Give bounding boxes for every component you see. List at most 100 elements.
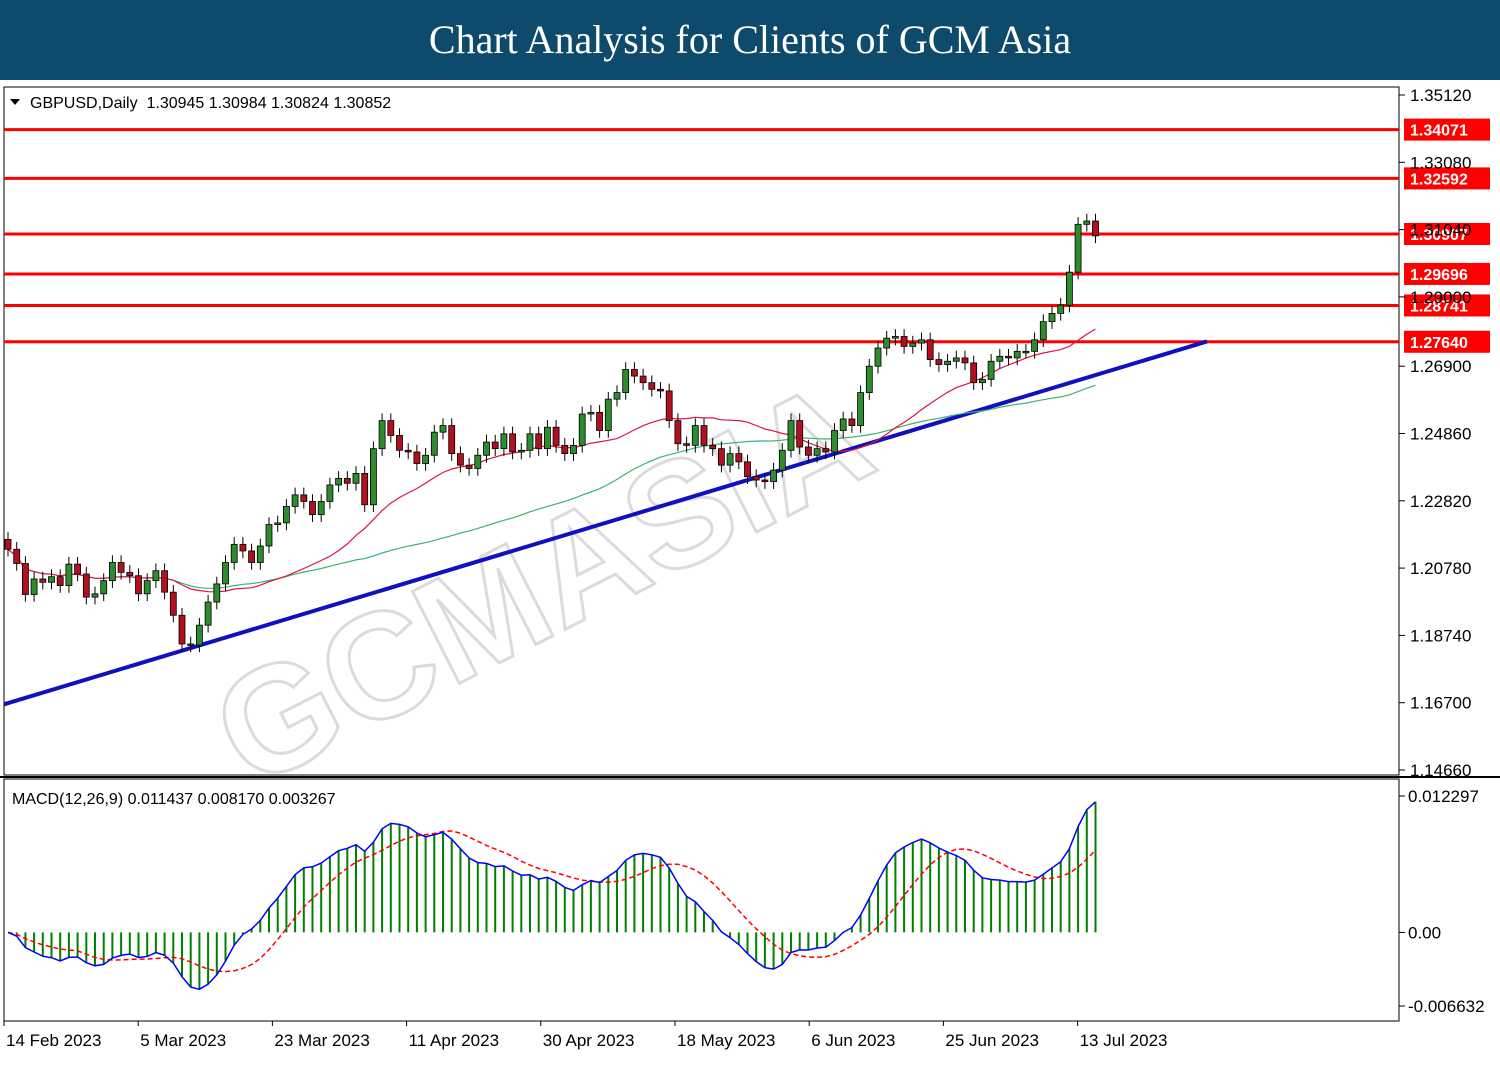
bull-candle xyxy=(517,449,525,453)
bear-candle xyxy=(700,425,708,446)
bear-candle xyxy=(361,473,369,506)
bull-candle xyxy=(865,365,873,393)
level-label: 1.32592 xyxy=(1410,171,1468,188)
bear-candle xyxy=(718,448,725,466)
level-tag xyxy=(1404,262,1490,285)
bear-candle xyxy=(178,614,186,645)
bear-candle xyxy=(596,411,603,431)
level-label: 1.30907 xyxy=(1410,227,1468,244)
bear-candle xyxy=(126,571,134,577)
bull-candle xyxy=(152,570,160,582)
macd-panel[interactable] xyxy=(3,778,1400,1022)
chart-window[interactable]: GCMASIA 1.34071 1.32592 1.30907 1.29696 1.28… xyxy=(0,80,1500,1071)
bull-candle xyxy=(500,433,508,450)
resistance-lines[interactable]: 1.34071 1.32592 1.30907 1.29696 1.28741 1.276… xyxy=(4,118,1490,353)
bull-candle xyxy=(230,543,238,563)
bear-candle xyxy=(535,433,543,450)
bear-candle xyxy=(561,444,569,455)
bear-candle xyxy=(761,479,769,483)
moving-averages xyxy=(7,328,1096,593)
dropdown-triangle-icon[interactable] xyxy=(10,99,20,105)
bull-candle xyxy=(883,337,891,349)
bull-candle xyxy=(952,357,960,362)
bull-candle xyxy=(1031,339,1038,352)
chart-svg[interactable]: GCMASIA 1.340711.325921.309071.296961.28… xyxy=(0,80,1500,1071)
x-tick-label: 25 Jun 2023 xyxy=(945,1031,1039,1050)
y-tick-label: 1.35120 xyxy=(1410,86,1471,105)
candlesticks[interactable] xyxy=(4,213,1099,653)
bear-candle xyxy=(300,494,308,502)
bull-candle xyxy=(813,448,821,456)
bear-candle xyxy=(117,562,125,573)
bear-candle xyxy=(970,362,978,384)
y-tick-label: 1.18740 xyxy=(1410,626,1471,645)
bear-candle xyxy=(456,453,464,466)
trendline-layer[interactable] xyxy=(3,339,1208,707)
bear-candle xyxy=(744,461,751,478)
bear-candle xyxy=(796,420,804,448)
bull-candle xyxy=(918,339,925,344)
bull-candle xyxy=(100,580,108,595)
bear-candle xyxy=(822,448,830,453)
bull-candle xyxy=(439,425,447,433)
bear-candle xyxy=(1005,355,1012,359)
bull-candle xyxy=(770,469,777,483)
bear-candle xyxy=(465,464,473,469)
bull-candle xyxy=(195,624,203,646)
bear-candle xyxy=(552,426,560,446)
support-trendline xyxy=(3,339,1208,707)
level-label: 1.29696 xyxy=(1410,267,1468,284)
bull-candle xyxy=(430,431,438,456)
symbol-info: GBPUSD,Daily 1.30945 1.30984 1.30824 1.3… xyxy=(30,95,391,112)
bull-candle xyxy=(483,441,490,456)
bull-candle xyxy=(282,506,290,524)
y-tick-label: 1.22820 xyxy=(1410,492,1471,511)
x-tick-label: 14 Feb 2023 xyxy=(6,1031,101,1050)
macd-info: MACD(12,26,9) 0.011437 0.008170 0.003267 xyxy=(12,791,336,808)
level-tag xyxy=(1404,222,1490,245)
bull-candle xyxy=(317,501,325,516)
bear-candle xyxy=(13,548,21,564)
x-tick-label: 5 Mar 2023 xyxy=(140,1031,226,1050)
ma-fast-line xyxy=(7,328,1096,593)
bull-candle xyxy=(274,522,282,525)
bear-candle xyxy=(404,449,412,453)
bear-candle xyxy=(961,357,969,364)
y-tick-label: 1.24860 xyxy=(1410,424,1471,443)
bear-candle xyxy=(665,390,673,422)
bull-candle xyxy=(613,392,621,400)
bull-candle xyxy=(831,430,838,453)
level-label: 1.27640 xyxy=(1410,335,1468,352)
x-tick-label: 11 Apr 2023 xyxy=(409,1031,499,1050)
bull-candle xyxy=(1074,223,1082,273)
bull-candle xyxy=(256,545,264,563)
bull-candle xyxy=(1013,350,1021,359)
bear-candle xyxy=(56,576,64,586)
macd-y-tick-label: 0.00 xyxy=(1408,923,1441,942)
bull-candle xyxy=(839,418,847,431)
bull-candle xyxy=(987,360,995,380)
bear-candle xyxy=(709,444,717,450)
bull-candle xyxy=(1039,321,1047,341)
bear-candle xyxy=(396,435,403,451)
bull-candle xyxy=(369,448,377,506)
bear-candle xyxy=(169,591,177,616)
bull-candle xyxy=(265,524,273,547)
bear-candle xyxy=(805,446,812,456)
bull-candle xyxy=(979,378,986,384)
bear-candle xyxy=(413,451,421,464)
bull-candle xyxy=(1083,220,1091,225)
bear-candle xyxy=(935,359,943,365)
bull-candle xyxy=(326,484,334,502)
bear-candle xyxy=(683,443,690,446)
page-title: Chart Analysis for Clients of GCM Asia xyxy=(428,17,1072,62)
bull-candle xyxy=(1048,313,1056,323)
time-axis: 14 Feb 2023 5 Mar 2023 23 Mar 2023 11 Apr 2… xyxy=(3,1021,1168,1050)
bull-candle xyxy=(65,563,73,586)
bear-candle xyxy=(848,418,856,426)
bull-candle xyxy=(892,336,899,339)
bear-candle xyxy=(639,375,647,384)
level-tag xyxy=(1404,330,1490,353)
y-tick-label: 1.20780 xyxy=(1410,559,1471,578)
bear-candle xyxy=(735,453,743,463)
